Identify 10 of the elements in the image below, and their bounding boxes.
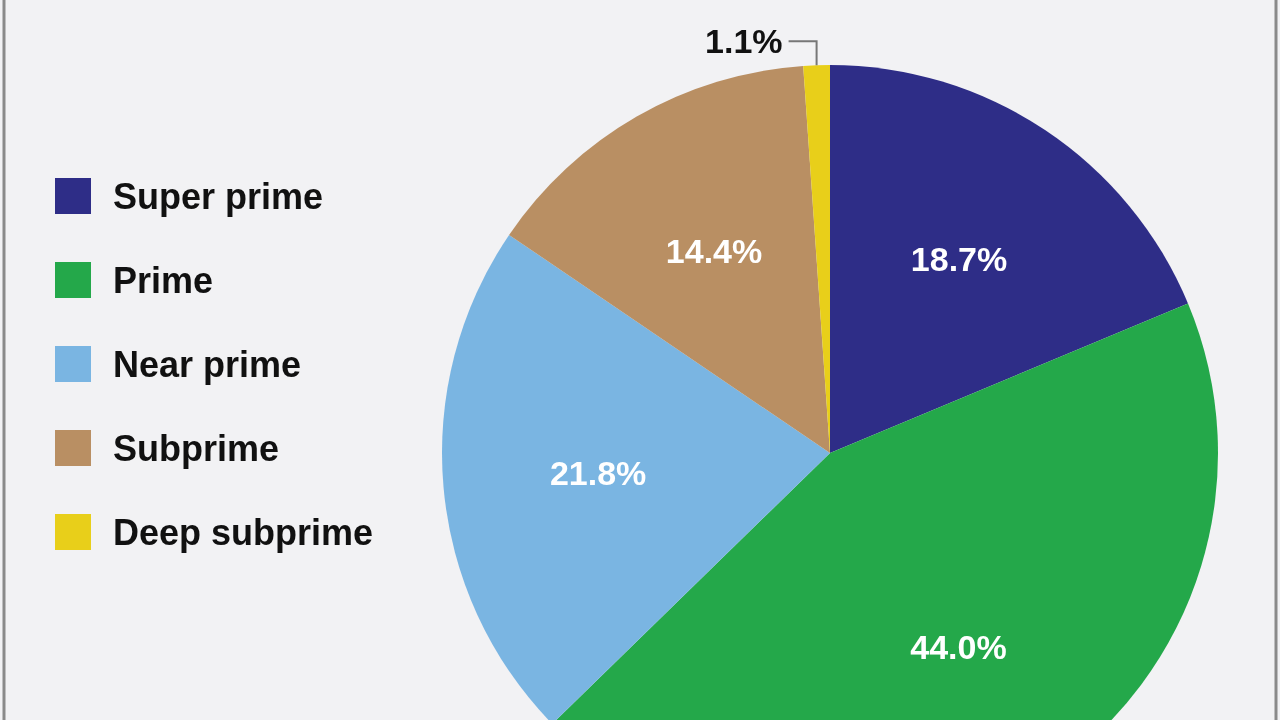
legend-label: Super prime bbox=[113, 175, 324, 217]
data-label: 18.7% bbox=[910, 240, 1008, 279]
data-label: 44.0% bbox=[910, 628, 1007, 667]
data-label: 14.4% bbox=[665, 232, 763, 271]
data-label: 21.8% bbox=[549, 454, 647, 493]
data-label: 1.1% bbox=[705, 22, 783, 61]
legend-label: Subprime bbox=[113, 427, 280, 469]
legend-label: Deep subprime bbox=[113, 511, 374, 553]
legend-label: Prime bbox=[113, 259, 214, 301]
legend-label: Near prime bbox=[113, 343, 302, 385]
